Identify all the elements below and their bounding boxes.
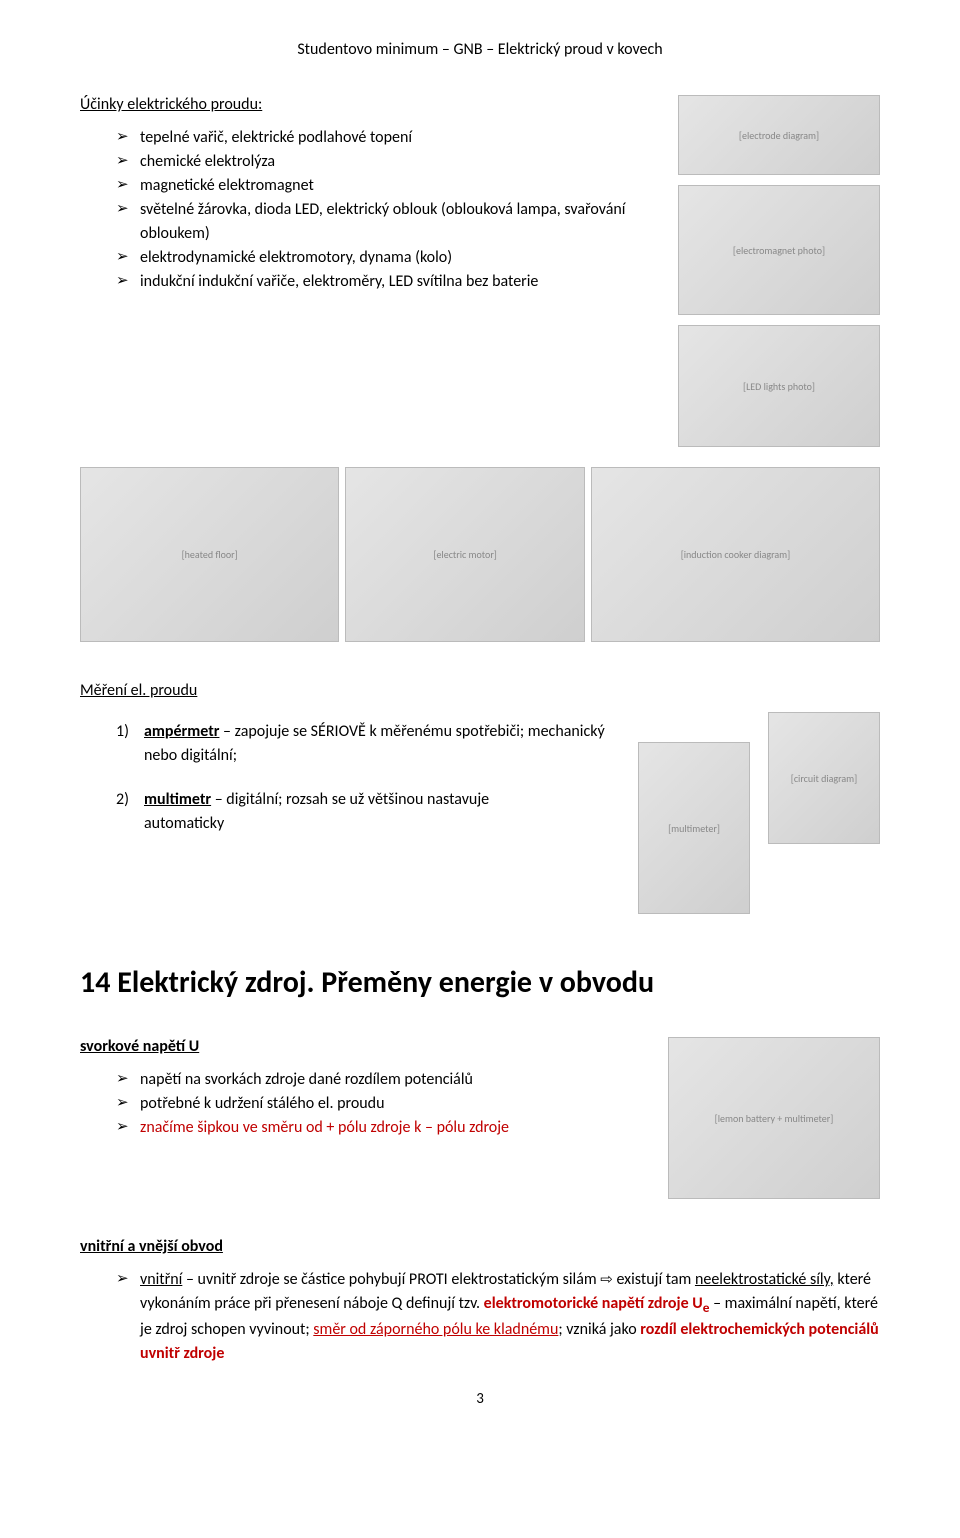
- list-item: značíme šipkou ve směru od + pólu zdroje…: [116, 1116, 638, 1140]
- image-multimeter: [multimeter]: [638, 742, 750, 914]
- terminal-voltage-row: svorkové napětí U napětí na svorkách zdr…: [80, 1037, 880, 1199]
- measurement-text: 1) ampérmetr – zapojuje se SÉRIOVĚ k měř…: [80, 712, 608, 914]
- text-red-underline: směr od záporného pólu ke kladnému: [313, 1320, 558, 1339]
- text-underline: vnitřní: [140, 1270, 182, 1289]
- measurement-list: 1) ampérmetr – zapojuje se SÉRIOVĚ k měř…: [80, 720, 608, 836]
- item-keyword: ampérmetr: [144, 722, 219, 741]
- section-effects-row: Účinky elektrického proudu: tepelné vaři…: [80, 95, 880, 447]
- list-item: 2) multimetr – digitální; rozsah se už v…: [116, 788, 504, 836]
- item-number: 1): [116, 720, 129, 744]
- text-underline: neelektrostatické síly,: [695, 1270, 834, 1289]
- image-circuit-diagram: [circuit diagram]: [768, 712, 880, 844]
- image-led-lights: [LED lights photo]: [678, 325, 880, 447]
- top-right-images: [electrode diagram] [electromagnet photo…: [678, 95, 880, 447]
- terminal-voltage-left: svorkové napětí U napětí na svorkách zdr…: [80, 1037, 638, 1164]
- circuit-list: vnitřní – uvnitř zdroje se částice pohyb…: [80, 1268, 880, 1366]
- list-item: indukční indukční vařiče, elektroměry, L…: [116, 270, 638, 294]
- section-title-effects: Účinky elektrického proudu:: [80, 95, 638, 114]
- text-red-bold: elektromotorické napětí zdroje U: [484, 1294, 703, 1313]
- page: Studentovo minimum – GNB – Elektrický pr…: [0, 0, 960, 1448]
- list-item: vnitřní – uvnitř zdroje se částice pohyb…: [116, 1268, 880, 1366]
- chapter-title: 14 Elektrický zdroj. Přeměny energie v o…: [80, 964, 880, 1001]
- section-effects: Účinky elektrického proudu: tepelné vaři…: [80, 95, 638, 447]
- section-title-terminal-voltage: svorkové napětí U: [80, 1037, 638, 1056]
- list-item: elektrodynamické elektromotory, dynama (…: [116, 246, 638, 270]
- page-header: Studentovo minimum – GNB – Elektrický pr…: [80, 40, 880, 59]
- image-electrode-diagram: [electrode diagram]: [678, 95, 880, 175]
- text: existují tam: [613, 1270, 695, 1289]
- section-title-circuit: vnitřní a vnější obvod: [80, 1237, 880, 1256]
- text: ; vzniká jako: [558, 1320, 640, 1339]
- list-item: tepelné vařič, elektrické podlahové tope…: [116, 126, 638, 150]
- measurement-block: 1) ampérmetr – zapojuje se SÉRIOVĚ k měř…: [80, 712, 880, 914]
- image-heated-floor: [heated floor]: [80, 467, 339, 642]
- terminal-voltage-list: napětí na svorkách zdroje dané rozdílem …: [80, 1068, 638, 1140]
- image-motor: [electric motor]: [345, 467, 585, 642]
- item-number: 2): [116, 788, 129, 812]
- image-induction-diagram: [induction cooker diagram]: [591, 467, 880, 642]
- list-item: 1) ampérmetr – zapojuje se SÉRIOVĚ k měř…: [116, 720, 608, 768]
- item-keyword: multimetr: [144, 790, 211, 809]
- image-lemon-battery: [lemon battery + multimeter]: [668, 1037, 880, 1199]
- list-item: chemické elektrolýza: [116, 150, 638, 174]
- list-item: magnetické elektromagnet: [116, 174, 638, 198]
- text: – uvnitř zdroje se částice pohybují PROT…: [182, 1270, 600, 1289]
- effects-list: tepelné vařič, elektrické podlahové tope…: [80, 126, 638, 294]
- image-row-3: [heated floor] [electric motor] [inducti…: [80, 467, 880, 642]
- arrow-icon: ⇨: [600, 1271, 613, 1289]
- page-number: 3: [80, 1390, 880, 1408]
- measurement-images: [multimeter] [circuit diagram]: [638, 712, 880, 914]
- section-title-measurement: Měření el. proudu: [80, 681, 880, 700]
- image-electromagnet: [electromagnet photo]: [678, 185, 880, 315]
- list-item: světelné žárovka, dioda LED, elektrický …: [116, 198, 638, 246]
- list-item: napětí na svorkách zdroje dané rozdílem …: [116, 1068, 638, 1092]
- list-item: potřebné k udržení stálého el. proudu: [116, 1092, 638, 1116]
